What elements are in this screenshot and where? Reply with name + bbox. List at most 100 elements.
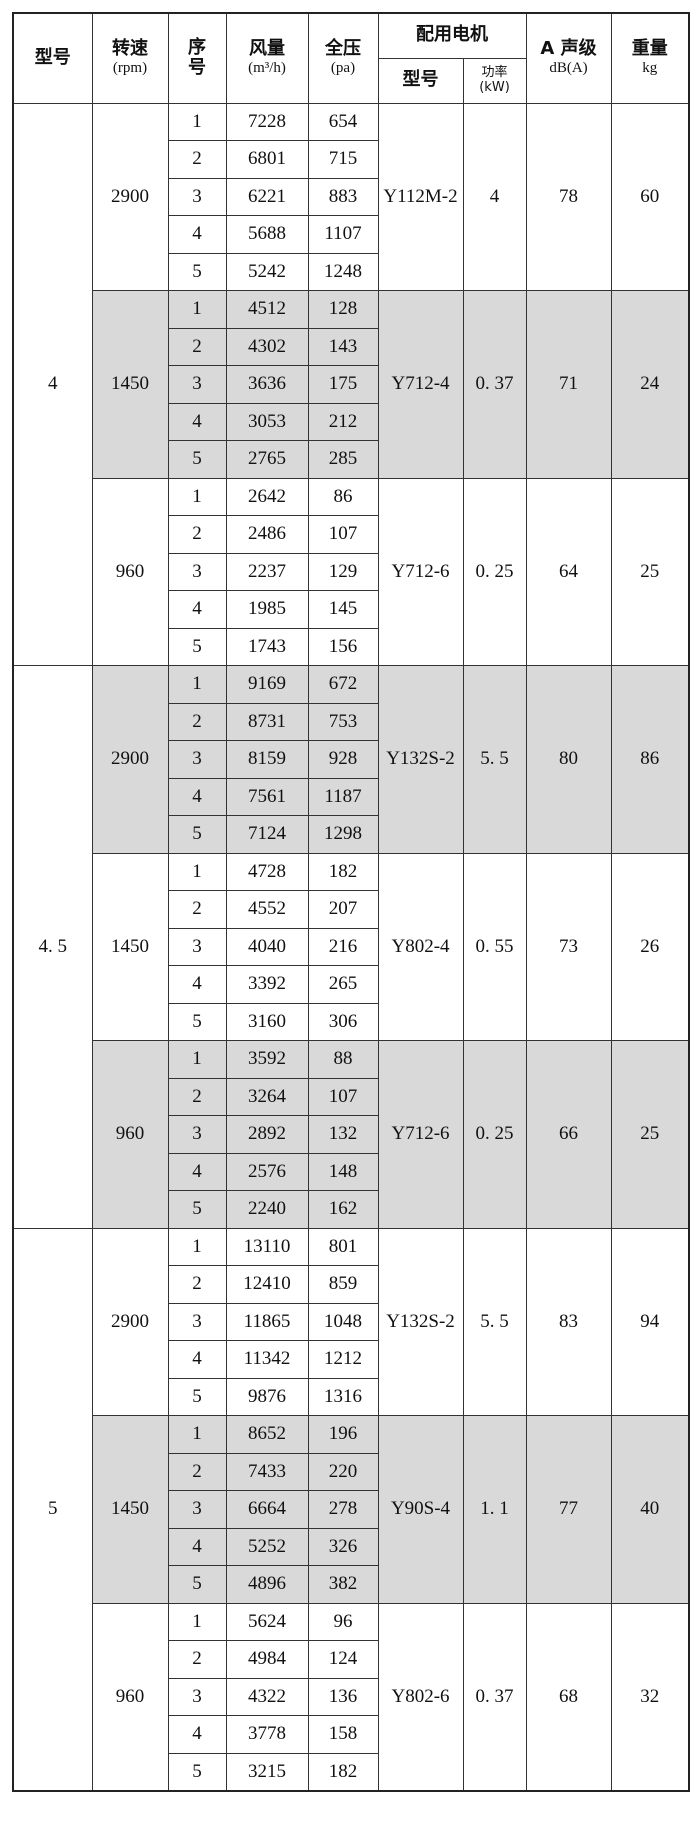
seq-cell: 2	[167, 1452, 227, 1491]
pressure-cell: 148	[307, 1152, 379, 1191]
pressure-cell: 382	[307, 1565, 379, 1604]
seq-cell: 4	[167, 402, 227, 441]
data-row: 5 3215 182	[13, 1752, 689, 1791]
power-cell: 4	[462, 102, 527, 291]
airflow-cell: 3264	[225, 1077, 309, 1116]
power-cell: 0. 25	[462, 1040, 527, 1229]
seq-cell: 3	[167, 1115, 227, 1154]
seq-cell: 1	[167, 290, 227, 329]
pressure-cell: 212	[307, 402, 379, 441]
data-row: 4 2900 1 7228 654 Y112M-2 4 78 60	[12, 102, 690, 666]
airflow-label: 风量	[249, 38, 285, 60]
power-cell: 5. 5	[462, 665, 527, 854]
noise-unit: dB(A)	[549, 59, 588, 76]
motor-cell: Y712-6	[377, 477, 464, 666]
airflow-cell: 11865	[225, 1302, 309, 1341]
pressure-cell: 1298	[307, 815, 379, 854]
data-row: 5 9876 1316	[13, 1377, 689, 1416]
pressure-cell: 753	[307, 702, 379, 741]
pressure-cell: 175	[307, 365, 379, 404]
data-row: 1450 1 4728 182 Y802-4 0. 55 73 26	[13, 852, 690, 1041]
motor-cell: Y112M-2	[377, 102, 464, 291]
pressure-cell: 285	[307, 440, 379, 479]
data-row: 4 3392 265	[13, 965, 689, 1004]
seq-cell: 1	[167, 1227, 227, 1266]
airflow-cell: 2765	[225, 440, 309, 479]
data-row: 4. 5 2900 1 9169 672 Y132S-2 5. 5 80 86	[12, 665, 690, 1229]
data-row: 2 2486 107	[13, 515, 689, 554]
seq-cell: 3	[167, 552, 227, 591]
seq-cell: 4	[167, 215, 227, 254]
airflow-cell: 11342	[225, 1340, 309, 1379]
data-row: 4 3053 212	[13, 402, 689, 441]
pressure-cell: 326	[307, 1527, 379, 1566]
data-row: 960 1 2642 86 Y712-6 0. 25 64 25	[13, 477, 690, 666]
pressure-cell: 128	[307, 290, 379, 329]
power-label: 功率	[481, 64, 508, 80]
motor-cell: Y712-6	[377, 1040, 464, 1229]
seq-cell: 1	[167, 1415, 227, 1454]
airflow-cell: 5252	[225, 1527, 309, 1566]
airflow-cell: 2237	[225, 552, 309, 591]
noise-cell: 78	[525, 102, 612, 291]
pressure-cell: 672	[307, 665, 379, 704]
seq-cell: 4	[167, 965, 227, 1004]
data-row: 3 3636 175	[13, 365, 689, 404]
header-pressure: 全压 (pa)	[307, 12, 379, 104]
seq-cell: 4	[167, 1527, 227, 1566]
seq-cell: 3	[167, 177, 227, 216]
header-noise: A 声级 dB(A)	[525, 12, 612, 104]
seq-cell: 1	[167, 665, 227, 704]
data-row: 2 4552 207	[13, 890, 689, 929]
power-cell: 1. 1	[462, 1415, 527, 1604]
noise-cell: 77	[525, 1415, 612, 1604]
data-row: 960 1 5624 96 Y802-6 0. 37 68 32	[13, 1602, 690, 1791]
power-unit: (kW)	[479, 79, 510, 95]
weight-cell: 26	[610, 852, 690, 1041]
pressure-cell: 96	[307, 1602, 379, 1641]
pressure-cell: 1048	[307, 1302, 379, 1341]
pressure-cell: 220	[307, 1452, 379, 1491]
data-row: 3 6221 883	[13, 177, 689, 216]
data-row: 2 8731 753	[13, 702, 689, 741]
speed-cell: 2900	[91, 102, 169, 291]
pressure-cell: 1212	[307, 1340, 379, 1379]
pressure-cell: 182	[307, 852, 379, 891]
pressure-cell: 306	[307, 1002, 379, 1041]
noise-cell: 83	[525, 1227, 612, 1416]
airflow-cell: 9169	[225, 665, 309, 704]
seq-cell: 3	[167, 1302, 227, 1341]
pressure-cell: 132	[307, 1115, 379, 1154]
data-row: 5 2240 162	[13, 1190, 689, 1229]
airflow-cell: 3636	[225, 365, 309, 404]
airflow-cell: 7433	[225, 1452, 309, 1491]
data-row: 3 2237 129	[13, 552, 689, 591]
table-body: 4 2900 1 7228 654 Y112M-2 4 78 60 2 6801 715 3 6221 88…	[12, 102, 690, 1791]
noise-cell: 73	[525, 852, 612, 1041]
airflow-cell: 6801	[225, 140, 309, 179]
data-row: 3 6664 278	[13, 1490, 689, 1529]
motor-cell: Y802-6	[377, 1602, 464, 1791]
noise-cell: 68	[525, 1602, 612, 1791]
noise-cell: 66	[525, 1040, 612, 1229]
airflow-cell: 4728	[225, 852, 309, 891]
seq-cell: 5	[167, 1190, 227, 1229]
seq-cell: 5	[167, 1752, 227, 1791]
seq-cell: 5	[167, 252, 227, 291]
airflow-cell: 4896	[225, 1565, 309, 1604]
airflow-cell: 7124	[225, 815, 309, 854]
header-seq: 序号	[167, 12, 227, 104]
airflow-cell: 8731	[225, 702, 309, 741]
airflow-cell: 6664	[225, 1490, 309, 1529]
pressure-cell: 859	[307, 1265, 379, 1304]
airflow-cell: 13110	[225, 1227, 309, 1266]
airflow-cell: 8159	[225, 740, 309, 779]
airflow-cell: 2892	[225, 1115, 309, 1154]
data-row: 5 4896 382	[13, 1565, 689, 1604]
table-header: 型号 转速 (rpm) 序号 风量 (m³/h) 全压 (pa) 配用电机 A 声级 d…	[12, 12, 690, 104]
motor-cell: Y132S-2	[377, 1227, 464, 1416]
motor-cell: Y802-4	[377, 852, 464, 1041]
header-speed: 转速 (rpm)	[91, 12, 169, 104]
seq-cell: 1	[167, 1040, 227, 1079]
data-row: 4 2576 148	[13, 1152, 689, 1191]
